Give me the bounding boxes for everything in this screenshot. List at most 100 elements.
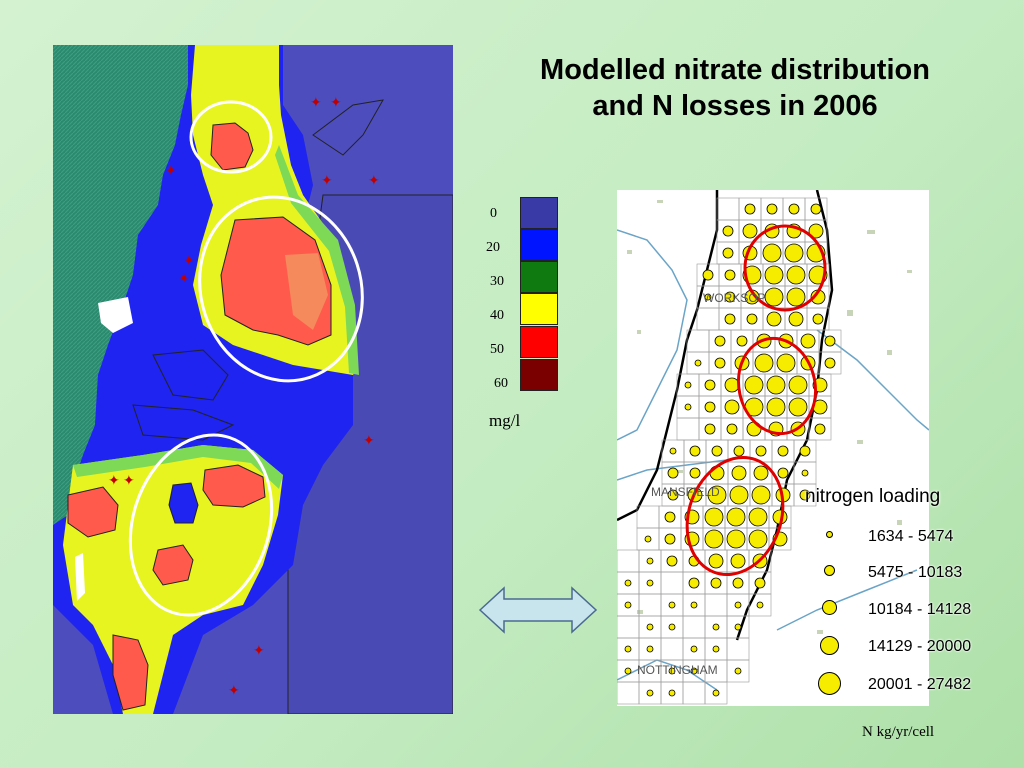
nitrogen-dot <box>690 601 698 609</box>
nitrogen-dot <box>669 447 677 455</box>
nitrogen-dot <box>800 333 816 349</box>
nitrogen-dot <box>799 489 811 501</box>
nitrogen-dot <box>710 577 722 589</box>
legend-dot-class-5 <box>818 672 841 695</box>
nitrogen-dot <box>812 313 824 325</box>
nitrogen-dot <box>694 359 702 367</box>
nitrogen-dot <box>724 313 736 325</box>
nitrogen-dot <box>724 377 740 393</box>
grid-cell <box>793 483 817 507</box>
nitrogen-dot <box>788 375 808 395</box>
svg-text:✦: ✦ <box>108 473 120 489</box>
scale-label-20: 20 <box>486 240 500 255</box>
nitrogen-dot <box>748 529 768 549</box>
nitrogen-dot <box>724 269 736 281</box>
nitrogen-dot <box>704 529 724 549</box>
nitrogen-dot <box>711 445 723 457</box>
nitrogen-dot <box>746 313 758 325</box>
legend-label-class-5: 20001 - 27482 <box>868 676 972 693</box>
nitrogen-dot <box>799 445 811 457</box>
nitrogen-dot <box>744 375 764 395</box>
borehole-markers: ✦ ✦✦ ✦✦✦ ✦✦✦ ✦✦✦ <box>108 95 380 699</box>
nitrogen-dot <box>704 401 716 413</box>
nitrogen-dot <box>684 381 692 389</box>
highlight-oval-south <box>128 433 274 617</box>
nitrogen-dot <box>707 485 727 505</box>
svg-text:✦: ✦ <box>330 95 342 111</box>
river <box>776 569 918 631</box>
nitrogen-dot <box>733 445 745 457</box>
nitrogen-dot <box>704 293 712 301</box>
nitrogen-dot <box>734 623 742 631</box>
legend-dot-class-3 <box>822 600 837 615</box>
scale-label-60: 60 <box>494 376 508 391</box>
title-line-2: and N losses in 2006 <box>592 90 878 122</box>
river <box>617 659 718 691</box>
nitrogen-dot <box>766 311 782 327</box>
nitrogen-dot <box>714 335 726 347</box>
nitrogen-dot <box>684 403 692 411</box>
nitrogen-dot <box>736 335 748 347</box>
legend-dot-class-1 <box>826 531 833 538</box>
nitrogen-dot <box>646 579 654 587</box>
legend-label-class-4: 14129 - 20000 <box>868 638 972 655</box>
nitrogen-dot <box>704 423 716 435</box>
nitrogen-dot <box>762 243 782 263</box>
nitrogen-dot <box>624 667 632 675</box>
nitrogen-dot <box>824 357 836 369</box>
nitrogen-dot <box>766 203 778 215</box>
svg-text:✦: ✦ <box>123 473 135 489</box>
svg-text:✦: ✦ <box>368 173 380 189</box>
red-hotspot-south-east <box>202 464 266 508</box>
slide-title: Modelled nitrate distribution and N loss… <box>470 52 1000 124</box>
svg-text:✦: ✦ <box>310 95 322 111</box>
nitrogen-dot <box>810 203 822 215</box>
nitrogen-dot <box>729 485 749 505</box>
scale-swatch <box>520 326 558 358</box>
grid-cell <box>704 681 728 705</box>
hotspot-oval-east <box>737 336 817 436</box>
nitrogen-dot <box>664 511 676 523</box>
svg-text:✦: ✦ <box>321 173 333 189</box>
hotspot-oval-worksop <box>743 224 827 312</box>
nitrogen-dot <box>668 689 676 697</box>
nitrogen-dot <box>766 397 786 417</box>
red-hotspot-far-south <box>112 634 149 711</box>
svg-text:✦: ✦ <box>228 683 240 699</box>
town-label-worksop: WORKSOP <box>703 291 766 305</box>
orange-patch <box>285 253 328 330</box>
grid-cell <box>808 417 832 441</box>
nitrate-concentration-map: ✦ ✦✦ ✦✦✦ ✦✦✦ ✦✦✦ <box>53 45 453 714</box>
nitrogen-dot <box>712 689 720 697</box>
nitrogen-dot <box>777 467 789 479</box>
contour-line <box>132 404 235 441</box>
scale-label-30: 30 <box>490 274 504 289</box>
scale-swatch <box>520 197 558 229</box>
nitrogen-dot <box>702 269 714 281</box>
double-arrow-icon <box>478 586 598 634</box>
scale-label-40: 40 <box>490 308 504 323</box>
river <box>617 229 688 441</box>
nitrogen-dot <box>764 265 784 285</box>
scale-swatch <box>520 359 558 391</box>
grid-cell <box>726 659 750 683</box>
nitrogen-dot <box>801 469 809 477</box>
nitrogen-dot <box>777 445 789 457</box>
nitrogen-dot <box>754 353 774 373</box>
nitrogen-dot <box>646 623 654 631</box>
nitrogen-dot <box>704 507 724 527</box>
contour-line <box>312 99 384 156</box>
nitrogen-dot <box>668 623 676 631</box>
town-label-mansfield: MANSFIELD <box>651 485 720 499</box>
svg-text:✦: ✦ <box>165 163 177 179</box>
river <box>816 329 929 431</box>
nitrogen-dot <box>666 555 678 567</box>
nitrogen-dot <box>788 311 804 327</box>
nitrogen-dot <box>748 507 768 527</box>
svg-text:✦: ✦ <box>178 271 190 287</box>
nitrogen-dot <box>714 357 726 369</box>
legend-label-class-3: 10184 - 14128 <box>868 601 972 618</box>
nitrogen-dot <box>824 335 836 347</box>
nitrogen-dot <box>788 397 808 417</box>
red-hotspot-south-middle <box>152 544 194 586</box>
